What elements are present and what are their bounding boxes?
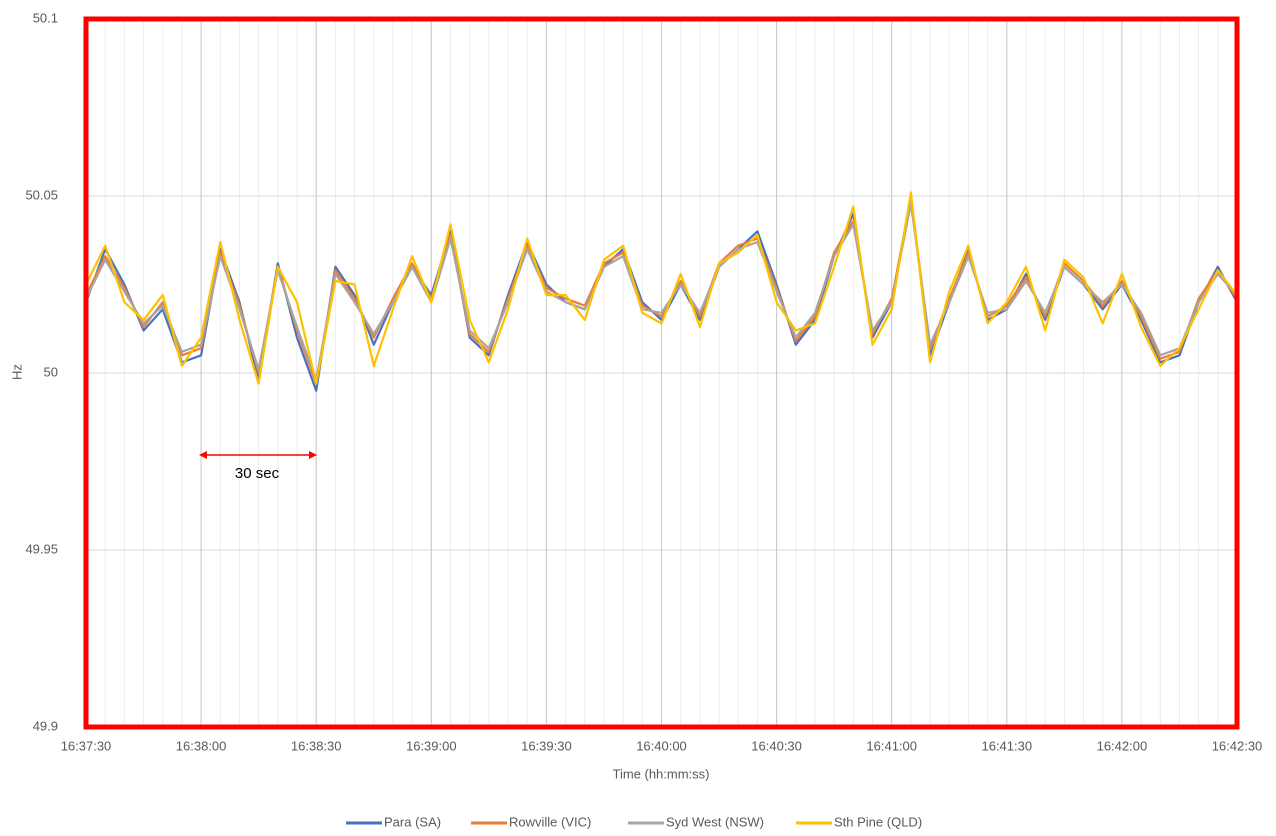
x-tick-label: 16:38:30 [291,738,342,753]
legend-label: Sth Pine (QLD) [834,814,922,829]
legend-label: Syd West (NSW) [666,814,764,829]
series-line [85,191,1238,385]
x-tick-label: 16:40:00 [636,738,687,753]
y-tick-label: 49.95 [25,541,58,556]
y-tick-label: 50.1 [33,10,58,25]
legend-label: Rowville (VIC) [509,814,591,829]
x-tick-label: 16:42:30 [1212,738,1263,753]
annotation-arrow [199,451,317,459]
x-tick-label: 16:37:30 [61,738,112,753]
plot-border [83,16,1240,730]
x-tick-label: 16:41:00 [866,738,917,753]
x-tick-label: 16:38:00 [176,738,227,753]
series-line [84,194,1238,392]
x-tick-label: 16:39:30 [521,738,572,753]
y-axis-title: Hz [9,364,24,380]
x-axis-title: Time (hh:mm:ss) [612,766,709,781]
x-tick-label: 16:42:00 [1097,738,1148,753]
lines [84,191,1238,392]
y-tick-label: 50.05 [25,187,58,202]
legend: Para (SA) Rowville (VIC) Syd West (NSW) Sth… [346,814,922,829]
x-tick-label: 16:39:00 [406,738,457,753]
legend-label: Para (SA) [384,814,441,829]
x-tick-label: 16:41:30 [981,738,1032,753]
y-tick-label: 50 [44,364,58,379]
y-tick-label: 49.9 [33,718,58,733]
x-tick-label: 16:40:30 [751,738,802,753]
annotation: 30 sec [235,465,280,482]
